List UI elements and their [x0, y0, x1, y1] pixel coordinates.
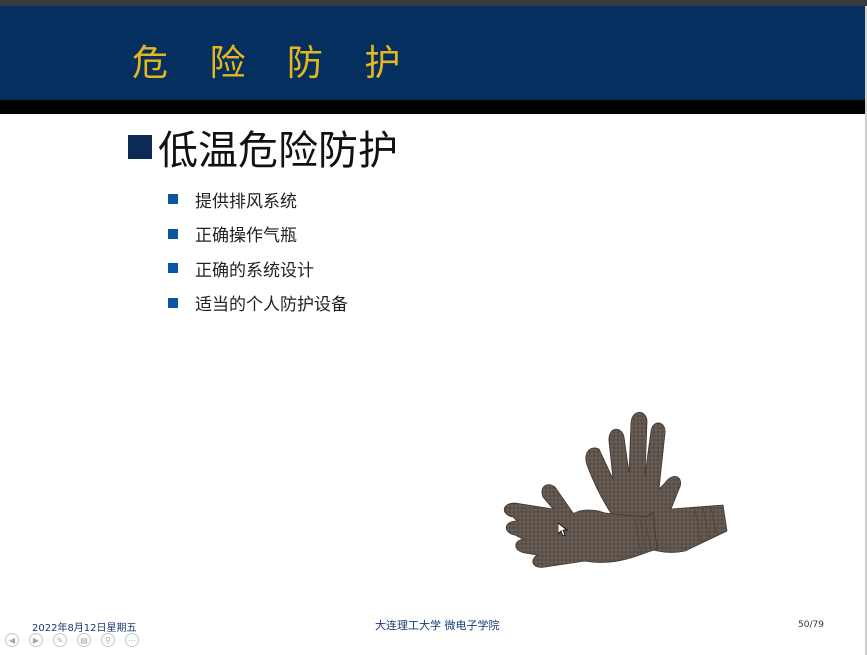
list-item: 适当的个人防护设备 — [168, 286, 348, 321]
square-bullet-icon — [168, 228, 178, 239]
more-icon[interactable]: ⋯ — [125, 633, 139, 647]
page-number: 50/79 — [798, 620, 824, 630]
window-top-strip — [0, 0, 867, 6]
gloves-image — [503, 411, 728, 568]
slides-icon[interactable]: ▤ — [77, 633, 91, 647]
list-item: 正确的系统设计 — [168, 251, 348, 286]
bullet-text: 适当的个人防护设备 — [195, 295, 348, 316]
bullet-list: 提供排风系统 正确操作气瓶 正确的系统设计 适当的个人防护设备 — [168, 182, 348, 320]
bullet-text: 提供排风系统 — [195, 191, 297, 212]
prev-icon[interactable]: ◀ — [5, 633, 19, 647]
window-right-edge — [865, 6, 867, 655]
heading-text: 低温危险防护 — [158, 128, 398, 174]
bullet-text: 正确操作气瓶 — [195, 226, 297, 247]
header-divider — [0, 100, 867, 114]
slide-header: 危 险 防 护 — [0, 6, 867, 100]
slideshow-nav-toolbar: ◀ ▶ ✎ ▤ ⚲ ⋯ — [5, 633, 139, 647]
square-bullet-icon — [168, 297, 178, 308]
square-bullet-icon — [168, 194, 178, 205]
list-item: 正确操作气瓶 — [168, 217, 348, 252]
square-bullet-icon — [168, 263, 178, 274]
bullet-text: 正确的系统设计 — [195, 260, 314, 281]
list-item: 提供排风系统 — [168, 182, 348, 217]
footer-organization: 大连理工大学 微电子学院 — [375, 619, 500, 632]
next-icon[interactable]: ▶ — [29, 633, 43, 647]
section-heading: 低温危险防护 — [128, 123, 398, 174]
footer-date: 2022年8月12日星期五 — [32, 623, 137, 634]
mouse-cursor-icon — [558, 523, 568, 537]
slide-title: 危 险 防 护 — [132, 43, 416, 84]
pen-icon[interactable]: ✎ — [53, 633, 67, 647]
zoom-icon[interactable]: ⚲ — [101, 633, 115, 647]
heading-square-bullet-icon — [128, 135, 152, 159]
